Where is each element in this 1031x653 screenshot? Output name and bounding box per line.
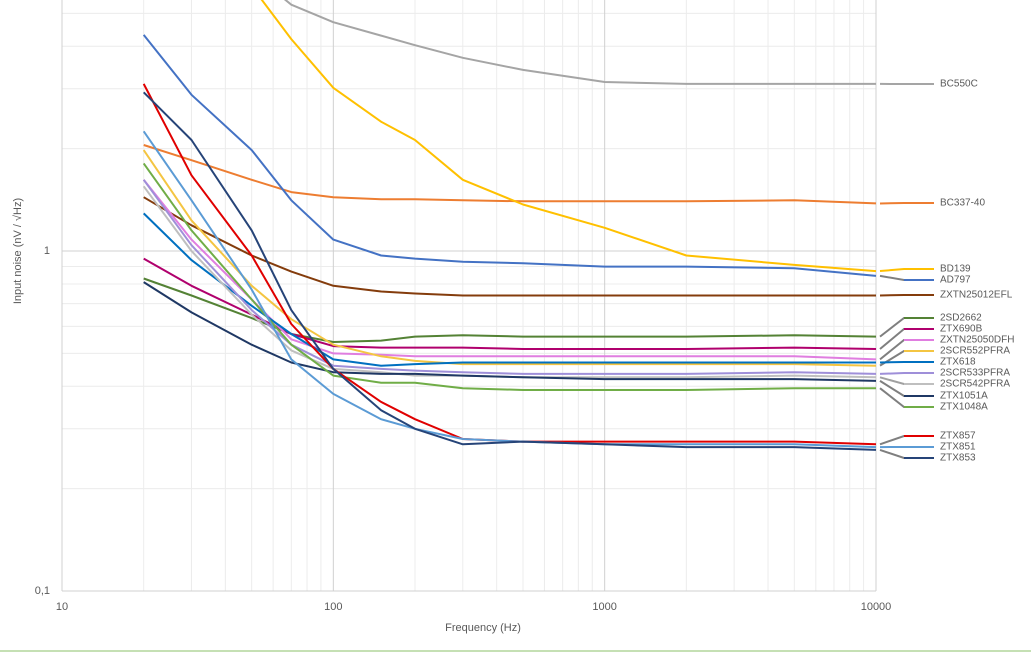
y-tick-label: 1 [44, 245, 50, 257]
series-line [143, 277, 877, 343]
series-line [283, 0, 876, 85]
y-axis-label: Input noise (nV / √Hz) [12, 198, 24, 304]
series-label: ZTX853 [940, 453, 976, 464]
series-line [142, 185, 877, 379]
series-line [143, 281, 877, 382]
series-label: ZTX618 [940, 357, 976, 368]
label-leader [879, 387, 934, 408]
x-tick-label: 1000 [592, 601, 616, 613]
label-leader [879, 328, 934, 350]
series-line [143, 196, 876, 297]
series-label: ZTX851 [940, 442, 976, 453]
series-line [143, 144, 877, 205]
y-tick-label: 0,1 [35, 585, 50, 597]
label-leader [879, 317, 934, 338]
series-line [143, 212, 876, 367]
series-label: ZTX690B [940, 324, 983, 335]
series-line [142, 34, 877, 277]
series-line [260, 0, 877, 273]
series-line [142, 130, 877, 449]
x-tick-label: 10 [56, 601, 68, 613]
series-label: BD139 [940, 264, 971, 275]
series-label: AD797 [940, 275, 971, 286]
series-label: ZXTN25012EFL [940, 290, 1013, 301]
series-label: ZTX857 [940, 431, 976, 442]
series-line [142, 179, 877, 361]
series-label: BC337-40 [940, 198, 985, 209]
x-tick-label: 100 [324, 601, 342, 613]
series-line [142, 149, 877, 367]
series-label: 2SCR552PFRA [940, 346, 1010, 357]
series-line [142, 83, 877, 446]
series-label: BC550C [940, 79, 978, 90]
x-tick-label: 10000 [861, 601, 892, 613]
series-line [142, 179, 877, 375]
series-label: ZTX1051A [940, 391, 988, 402]
series-line [142, 91, 877, 451]
label-leader [879, 435, 934, 446]
series-label: ZXTN25050DFH [940, 335, 1014, 346]
plot-area [142, 0, 877, 451]
label-leader [879, 448, 934, 459]
series-line [142, 162, 876, 391]
x-axis-label: Frequency (Hz) [445, 622, 521, 634]
series-label: 2SCR533PFRA [940, 368, 1010, 379]
series-label: 2SCR542PFRA [940, 379, 1010, 390]
series-label: 2SD2662 [940, 313, 982, 324]
series-label: ZTX1048A [940, 402, 988, 413]
